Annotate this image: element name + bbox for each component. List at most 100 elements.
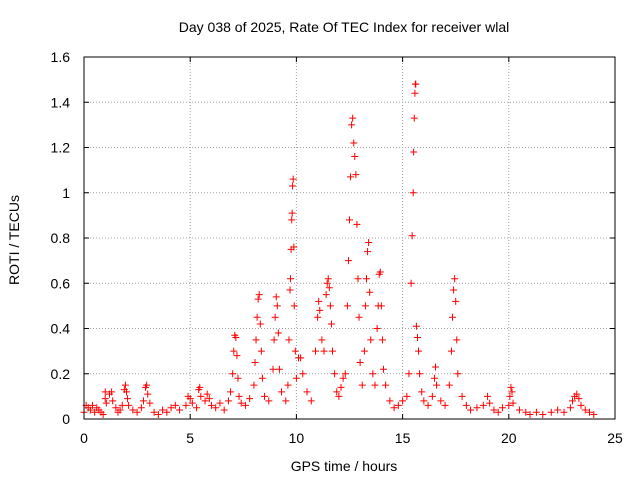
data-point-marker [575, 395, 583, 403]
data-point-marker [121, 381, 129, 389]
data-point-marker [233, 352, 241, 360]
data-point-marker [232, 334, 240, 342]
x-tick-label: 25 [607, 430, 623, 446]
data-point-marker [258, 374, 266, 382]
data-point-marker [452, 297, 460, 305]
data-point-marker [256, 320, 264, 328]
data-point-marker [241, 401, 249, 409]
data-point-marker [494, 408, 502, 416]
data-point-marker [590, 410, 598, 418]
data-point-marker [139, 397, 147, 405]
data-point-marker [355, 313, 363, 321]
data-point-marker [196, 383, 204, 391]
data-point-marker [322, 291, 330, 299]
data-point-marker [453, 336, 461, 344]
data-point-marker [101, 395, 109, 403]
data-point-marker [362, 275, 370, 283]
data-point-marker [143, 381, 151, 389]
data-point-marker [331, 370, 339, 378]
data-point-marker [291, 347, 299, 355]
data-point-marker [335, 392, 343, 400]
data-point-marker [566, 404, 574, 412]
data-point-marker [420, 397, 428, 405]
y-tick-label: 1.6 [51, 49, 71, 65]
data-point-marker [505, 401, 513, 409]
data-point-marker [275, 365, 283, 373]
data-point-marker [286, 275, 294, 283]
plot-border [83, 56, 616, 420]
data-point-marker [289, 175, 297, 183]
data-point-marker [371, 381, 379, 389]
data-point-marker [351, 153, 359, 161]
data-point-marker [479, 401, 487, 409]
data-point-marker [273, 302, 281, 310]
data-point-marker [303, 388, 311, 396]
data-point-marker [349, 114, 357, 122]
data-point-marker [432, 363, 440, 371]
data-point-marker [405, 370, 413, 378]
data-point-marker [186, 395, 194, 403]
data-point-marker [437, 397, 445, 405]
data-point-marker [449, 313, 457, 321]
data-point-marker [441, 401, 449, 409]
data-point-marker [288, 216, 296, 224]
data-point-marker [284, 381, 292, 389]
data-point-marker [163, 408, 171, 416]
data-point-marker [201, 397, 209, 405]
data-point-marker [285, 336, 293, 344]
data-point-marker [515, 406, 523, 414]
data-point-marker [413, 334, 421, 342]
data-point-marker [416, 370, 424, 378]
data-point-marker [253, 313, 261, 321]
data-point-marker [197, 392, 205, 400]
data-point-marker [364, 248, 372, 256]
data-point-marker [250, 381, 258, 389]
data-point-marker [369, 370, 377, 378]
data-point-marker [430, 374, 438, 382]
data-point-marker [288, 209, 296, 217]
data-point-marker [447, 347, 455, 355]
data-point-marker [314, 313, 322, 321]
data-point-marker [366, 288, 374, 296]
data-point-marker [586, 408, 594, 416]
data-point-marker [290, 243, 298, 251]
data-point-marker [246, 395, 254, 403]
data-point-marker [346, 216, 353, 224]
data-point-marker [353, 220, 361, 228]
data-point-marker [254, 295, 262, 303]
data-point-marker [379, 365, 387, 373]
data-point-marker [207, 401, 215, 409]
data-point-marker [554, 406, 562, 414]
data-point-marker [109, 397, 117, 405]
data-point-marker [412, 322, 420, 330]
data-point-marker [424, 401, 432, 409]
data-point-marker [490, 406, 498, 414]
data-point-marker [394, 401, 402, 409]
data-point-marker [102, 399, 110, 407]
grid-lines [84, 57, 615, 419]
data-point-marker [365, 239, 373, 247]
data-point-marker [484, 392, 492, 400]
data-point-marker [269, 365, 277, 373]
data-point-marker [216, 399, 224, 407]
x-tick-label: 0 [80, 430, 88, 446]
data-point-marker [412, 80, 420, 88]
chart-title: Day 038 of 2025, Rate Of TEC Index for r… [179, 19, 509, 35]
y-axis-label: ROTI / TECUs [6, 195, 22, 285]
data-point-marker [390, 404, 398, 412]
data-point-marker [220, 406, 228, 414]
data-point-marker [403, 392, 411, 400]
data-point-marker [124, 395, 132, 403]
data-point-marker [278, 388, 286, 396]
data-point-marker [327, 320, 335, 328]
data-point-marker [348, 121, 356, 129]
data-point-marker [418, 388, 426, 396]
data-point-marker [312, 347, 320, 355]
data-point-marker [407, 279, 415, 287]
y-tick-labels: 0 0.2 0.4 0.6 0.8 1 1.2 1.4 1.6 [51, 49, 71, 427]
data-point-marker [539, 410, 547, 418]
data-point-marker [252, 336, 260, 344]
y-tick-label: 1 [62, 185, 70, 201]
data-point-marker [108, 388, 116, 396]
